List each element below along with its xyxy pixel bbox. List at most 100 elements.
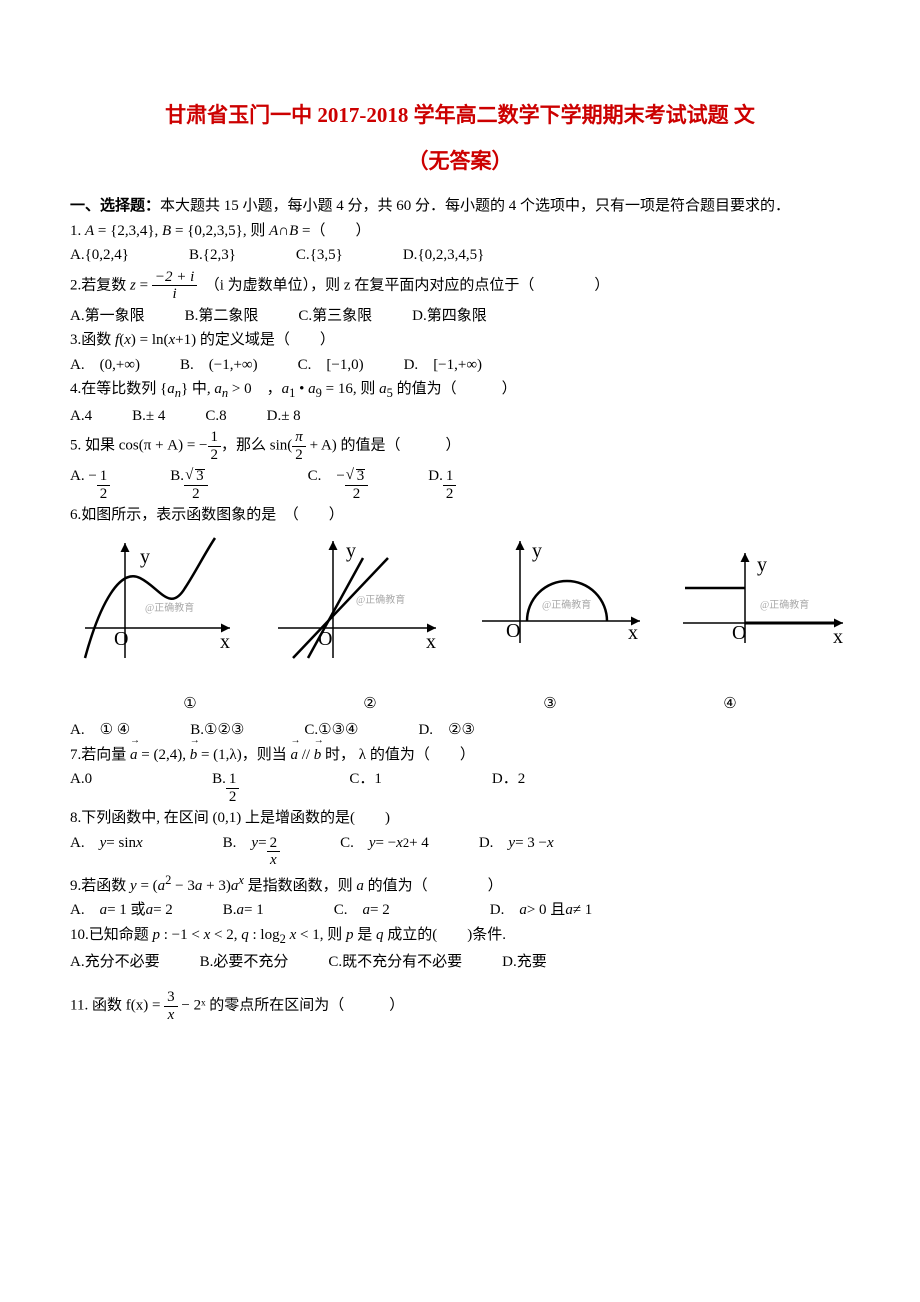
q3-opt-c: C. [−1,0) [298,354,364,377]
q2-opt-b: B.第二象限 [185,305,259,328]
q4-num: 4. [70,381,81,397]
graph-labels: ① ② ③ ④ [70,693,850,716]
q2-opt-d: D.第四象限 [412,305,487,328]
q8-num: 8. [70,810,81,826]
question-8: 8.下列函数中, 在区间 (0,1) 上是增函数的是( ) [70,807,850,830]
q10-body: 已知命题 p : −1 < x < 2, q : log2 x < 1, 则 p… [89,927,506,943]
q9-opt-d: D. a > 0 且 a ≠ 1 [490,899,593,922]
q1-options: A. {0,2,4} B. {2,3} C. {3,5} D. {0,2,3,4… [70,244,850,267]
q9-opt-b: B. a = 1 [223,899,264,922]
section-bold: 一、选择题： [70,198,160,214]
q4-opt-d: D.± 8 [267,405,301,428]
question-10: 10.已知命题 p : −1 < x < 2, q : log2 x < 1, … [70,924,850,949]
q5-opt-d: D. 12 [428,465,456,502]
svg-text:y: y [140,546,150,568]
question-6: 6.如图所示，表示函数图象的是 （ ） [70,504,850,527]
svg-text:@正确教育: @正确教育 [542,598,591,611]
q2-opt-a: A.第一象限 [70,305,145,328]
q7-opt-a: A.0 [70,768,92,805]
svg-text:x: x [833,626,843,648]
svg-text:y: y [532,540,542,562]
q2-pre: 若复数 [81,277,130,293]
q7-pre: 若向量 [81,747,130,763]
q2-options: A.第一象限 B.第二象限 C.第三象限 D.第四象限 [70,305,850,328]
q10-opt-d: D.充要 [502,951,547,974]
q11-num: 11. [70,997,88,1013]
q11-pre: 函数 f(x) = [88,997,164,1013]
svg-text:x: x [220,631,230,653]
q4-opt-a: A.4 [70,405,92,428]
question-3: 3.函数 f(x) = ln(x+1) 的定义域是（ ） [70,329,850,352]
q9-num: 9. [70,878,81,894]
q2-opt-c: C.第三象限 [298,305,372,328]
q8-opt-c: C. y = −x2 + 4 [340,832,429,869]
q8-opt-d: D. y = 3 − x [479,832,554,869]
q5-opt-b: B. 32 [170,465,207,502]
graph-1: O x y @正确教育 [70,533,240,663]
q6-options: A. ① ④ B.①②③ C.①③④ D. ②③ [70,719,850,742]
q3-opt-b: B. (−1,+∞) [180,354,258,377]
svg-text:y: y [346,540,356,562]
q1-opt-d: D. {0,2,3,4,5} [403,244,485,267]
q2-num: 2. [70,277,81,293]
q10-options: A.充分不必要 B.必要不充分 C.既不充分有不必要 D.充要 [70,951,850,974]
q7-post: = (1,λ)，则当 [197,747,290,763]
q5-mid: ，那么 sin( [221,438,292,454]
q8-options: A. y = sin x B. y = 2x C. y = −x2 + 4 D.… [70,832,850,869]
q6-opt-d: D. ②③ [418,719,475,742]
q1-opt-b: B. {2,3} [189,244,236,267]
q8-opt-a: A. y = sin x [70,832,143,869]
q7-opt-b: B.12 [212,768,239,805]
q9-options: A. a = 1 或 a = 2 B. a = 1 C. a = 2 D. a … [70,899,850,922]
q2-post: （i 为虚数单位），则 z 在复平面内对应的点位于（ ） [212,277,609,293]
question-9: 9.若函数 y = (a2 − 3a + 3)ax 是指数函数，则 a 的值为（… [70,871,850,898]
q9-opt-c: C. a = 2 [334,899,390,922]
svg-text:O: O [114,628,128,650]
q6-body: 如图所示，表示函数图象的是 （ ） [81,507,344,523]
q5-pre: 如果 cos(π + A) = − [81,438,207,454]
circled-4: ④ [723,693,736,716]
q3-opt-d: D. [−1,+∞) [404,354,482,377]
q4-opt-c: C.8 [205,405,226,428]
svg-text:O: O [732,622,746,644]
circled-1: ① [183,693,196,716]
svg-text:x: x [426,631,436,653]
q9-body: 若函数 y = (a2 − 3a + 3)ax 是指数函数，则 a 的值为（ ） [81,878,502,894]
q10-opt-c: C.既不充分有不必要 [328,951,462,974]
q10-opt-a: A.充分不必要 [70,951,160,974]
q7-num: 7. [70,747,81,763]
q7-opt-c: C．1 [349,768,382,805]
question-7: 7.若向量 a = (2,4), b = (1,λ)，则当 a // b 时， … [70,744,850,767]
q4-opt-b: B.± 4 [132,405,165,428]
svg-text:@正确教育: @正确教育 [356,593,405,606]
section-rest: 本大题共 15 小题，每小题 4 分，共 60 分．每小题的 4 个选项中，只有… [160,198,790,214]
q11-post: − 2ˣ 的零点所在区间为（ ） [178,997,405,1013]
q10-num: 10. [70,927,89,943]
q1-num: 1. [70,223,81,239]
graph-row: O x y @正确教育 O x y @正确教育 [70,533,850,663]
svg-text:@正确教育: @正确教育 [145,601,194,614]
q5-num: 5. [70,438,81,454]
question-5: 5. 如果 cos(π + A) = −12，那么 sin(π2 + A) 的值… [70,429,850,463]
graph-4: O x y @正确教育 [675,533,850,663]
q3-options: A. (0,+∞) B. (−1,+∞) C. [−1,0) D. [−1,+∞… [70,354,850,377]
q1-opt-a: A. {0,2,4} [70,244,129,267]
graph-3: O x y @正确教育 [472,533,647,663]
q8-body: 下列函数中, 在区间 (0,1) 上是增函数的是( ) [81,810,390,826]
q3-num: 3. [70,332,81,348]
q4-body: 在等比数列 {an} 中, an > 0 ，a1 • a9 = 16, 则 a5… [81,381,516,397]
q3-body: 函数 f(x) = ln(x+1) 的定义域是（ ） [81,332,335,348]
circled-2: ② [363,693,376,716]
svg-text:x: x [628,622,638,644]
q7-opt-d: D．2 [492,768,525,805]
circled-3: ③ [543,693,556,716]
q8-opt-b: B. y = 2x [223,832,280,869]
question-1: 1. A = {2,3,4}, B = {0,2,3,5}, 则 A∩B =（ … [70,220,850,243]
page-subtitle: （无答案） [70,146,850,178]
graph-2: O x y @正确教育 [268,533,443,663]
q1-body: A [85,223,94,239]
q6-num: 6. [70,507,81,523]
question-4: 4.在等比数列 {an} 中, an > 0 ，a1 • a9 = 16, 则 … [70,378,850,403]
q7-tail: 时， λ 的值为（ ） [321,747,475,763]
question-2: 2.若复数 z = −2 + ii （i 为虚数单位），则 z 在复平面内对应的… [70,269,850,303]
